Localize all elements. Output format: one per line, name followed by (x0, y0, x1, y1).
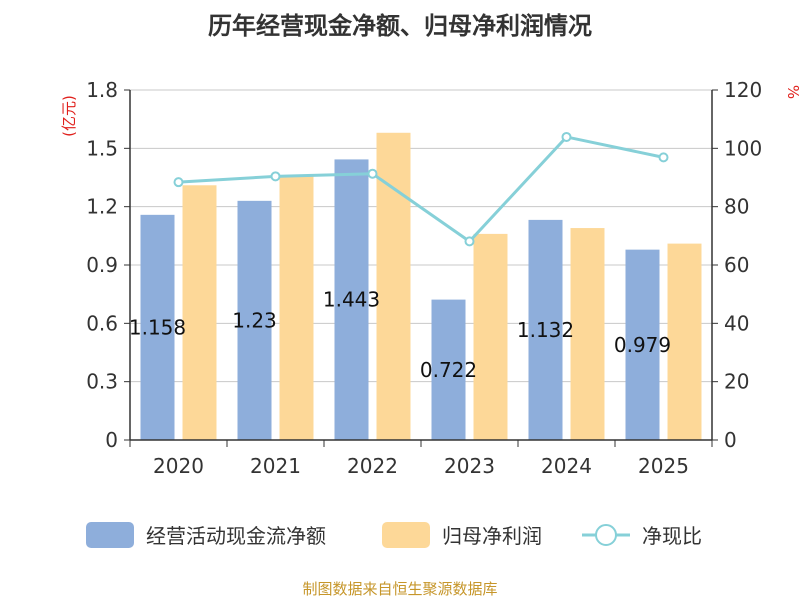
x-tick-label: 2021 (250, 454, 301, 478)
legend-swatch-profit (382, 522, 430, 548)
legend-label-ratio: 净现比 (642, 524, 702, 548)
left-axis-unit: (亿元) (60, 95, 78, 137)
bar-cashflow (528, 219, 563, 440)
axes: 0 0.3 0.6 0.9 1.2 1.5 1.8 0 20 40 60 80 100 120 2020 20… (86, 78, 762, 478)
left-tick-label: 0.9 (86, 253, 118, 277)
bar-cashflow (625, 249, 660, 440)
right-tick-label: 20 (724, 370, 749, 394)
data-label-cashflow: 0.979 (614, 333, 671, 357)
ratio-point (367, 168, 378, 179)
data-label-cashflow: 1.23 (232, 308, 277, 332)
bars (140, 132, 702, 441)
left-tick-label: 0.6 (86, 311, 118, 335)
ratio-point (464, 236, 475, 247)
bar-profit (182, 185, 217, 440)
ratio-line (178, 135, 664, 244)
legend-marker-ratio (595, 524, 617, 546)
grid (130, 89, 712, 383)
legend-swatch-cashflow (86, 522, 134, 548)
right-tick-label: 40 (724, 311, 749, 335)
legend-label-cashflow: 经营活动现金流净额 (146, 524, 326, 548)
left-tick-label: 1.8 (86, 78, 118, 102)
right-axis-unit: % (784, 85, 800, 99)
right-tick-label: 120 (724, 78, 762, 102)
bar-profit (376, 132, 411, 440)
right-tick-label: 60 (724, 253, 749, 277)
chart-title: 历年经营现金净额、归母净利润情况 (208, 12, 592, 40)
bar-profit (667, 243, 702, 440)
x-tick-label: 2024 (541, 454, 592, 478)
ratio-line-layer (173, 131, 669, 247)
data-labels: 1.158 1.23 1.443 0.722 1.132 0.979 (129, 288, 671, 382)
left-tick-label: 1.5 (86, 136, 118, 160)
ratio-point (270, 171, 281, 182)
data-label-cashflow: 1.158 (129, 315, 186, 339)
bar-cashflow (431, 299, 466, 440)
legend: 经营活动现金流净额 归母净利润 净现比 (86, 522, 702, 548)
data-label-cashflow: 1.132 (517, 318, 574, 342)
bar-cashflow (140, 214, 175, 440)
bar-cashflow (237, 200, 272, 440)
ratio-point (658, 152, 669, 163)
bar-cashflow (334, 159, 369, 440)
left-tick-label: 0.3 (86, 370, 118, 394)
left-tick-label: 0 (105, 428, 118, 452)
x-tick-label: 2023 (444, 454, 495, 478)
ratio-point (561, 131, 572, 142)
x-tick-label: 2020 (153, 454, 204, 478)
right-tick-label: 100 (724, 136, 762, 160)
right-tick-label: 80 (724, 195, 749, 219)
x-tick-label: 2022 (347, 454, 398, 478)
source-note: 制图数据来自恒生聚源数据库 (302, 580, 497, 598)
right-tick-label: 0 (724, 428, 737, 452)
x-tick-label: 2025 (638, 454, 689, 478)
bar-profit (570, 228, 605, 440)
data-label-cashflow: 1.443 (323, 288, 380, 312)
data-label-cashflow: 0.722 (420, 358, 477, 382)
ratio-point (173, 177, 184, 188)
bar-profit (279, 175, 314, 441)
left-tick-label: 1.2 (86, 195, 118, 219)
legend-label-profit: 归母净利润 (442, 524, 542, 548)
bar-profit (473, 233, 508, 440)
